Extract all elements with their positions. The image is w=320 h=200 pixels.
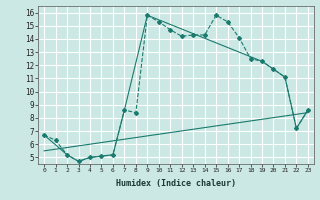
X-axis label: Humidex (Indice chaleur): Humidex (Indice chaleur) [116,179,236,188]
